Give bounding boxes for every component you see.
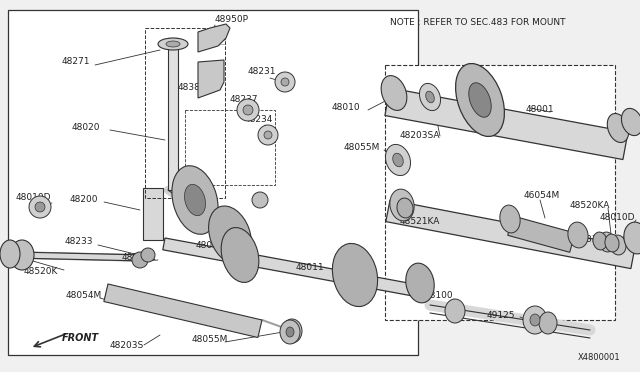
Ellipse shape <box>35 202 45 212</box>
Ellipse shape <box>243 105 253 115</box>
Ellipse shape <box>593 232 607 250</box>
Ellipse shape <box>172 166 218 234</box>
Text: 48950P: 48950P <box>215 16 249 25</box>
Text: 48055M: 48055M <box>192 336 228 344</box>
Polygon shape <box>104 284 262 337</box>
Polygon shape <box>163 238 430 299</box>
Text: 48520K: 48520K <box>24 267 58 276</box>
Bar <box>185 110 275 185</box>
Text: 48233: 48233 <box>570 235 598 244</box>
Ellipse shape <box>605 234 619 252</box>
Polygon shape <box>386 200 635 269</box>
Ellipse shape <box>500 205 520 233</box>
Ellipse shape <box>624 222 640 254</box>
Ellipse shape <box>381 76 407 110</box>
Text: 48521K: 48521K <box>122 253 156 263</box>
Text: 48010D: 48010D <box>600 214 636 222</box>
Text: 48200: 48200 <box>70 196 99 205</box>
Ellipse shape <box>158 38 188 50</box>
Polygon shape <box>508 216 575 252</box>
Ellipse shape <box>419 83 440 110</box>
Ellipse shape <box>397 198 413 218</box>
Text: 48020: 48020 <box>72 124 100 132</box>
Ellipse shape <box>468 83 492 117</box>
Text: 48010A: 48010A <box>196 241 231 250</box>
Ellipse shape <box>221 228 259 282</box>
Text: 48233: 48233 <box>65 237 93 247</box>
Bar <box>145 28 225 198</box>
Ellipse shape <box>184 185 205 216</box>
Ellipse shape <box>0 240 20 268</box>
Ellipse shape <box>530 314 540 326</box>
Text: 48521KA: 48521KA <box>400 218 440 227</box>
Ellipse shape <box>280 320 300 344</box>
Ellipse shape <box>621 108 640 135</box>
Text: 48203S: 48203S <box>110 340 144 350</box>
Ellipse shape <box>264 131 272 139</box>
Text: 48231: 48231 <box>248 67 276 77</box>
Polygon shape <box>168 38 178 190</box>
Ellipse shape <box>141 248 155 262</box>
FancyBboxPatch shape <box>8 10 418 355</box>
Text: 48203SA: 48203SA <box>400 131 440 140</box>
Ellipse shape <box>385 144 410 176</box>
Text: 48010: 48010 <box>332 103 360 112</box>
Text: 48010D: 48010D <box>16 193 51 202</box>
Ellipse shape <box>29 196 51 218</box>
Text: 48055M: 48055M <box>344 144 380 153</box>
Ellipse shape <box>456 64 504 137</box>
Text: 46054M: 46054M <box>524 192 560 201</box>
Text: 48271: 48271 <box>62 58 90 67</box>
Ellipse shape <box>539 312 557 334</box>
Ellipse shape <box>132 252 148 268</box>
Ellipse shape <box>523 306 547 334</box>
Text: 48011: 48011 <box>296 263 324 273</box>
Ellipse shape <box>252 192 268 208</box>
Ellipse shape <box>610 235 626 255</box>
Ellipse shape <box>275 72 295 92</box>
Ellipse shape <box>607 113 628 142</box>
Ellipse shape <box>426 91 435 103</box>
Text: 48520KA: 48520KA <box>570 201 611 209</box>
Polygon shape <box>198 60 224 98</box>
FancyBboxPatch shape <box>385 65 615 320</box>
Text: 48237: 48237 <box>230 96 259 105</box>
Text: 48001: 48001 <box>526 106 555 115</box>
Ellipse shape <box>390 189 414 221</box>
Ellipse shape <box>445 299 465 323</box>
Text: 48054M: 48054M <box>66 292 102 301</box>
Polygon shape <box>15 252 145 261</box>
Ellipse shape <box>237 99 259 121</box>
Ellipse shape <box>599 232 615 252</box>
Ellipse shape <box>406 263 434 303</box>
Ellipse shape <box>286 327 294 337</box>
Text: 49125: 49125 <box>487 311 515 320</box>
Ellipse shape <box>209 206 252 264</box>
Text: 48383M: 48383M <box>178 83 214 93</box>
Text: 48234: 48234 <box>245 115 273 125</box>
Ellipse shape <box>10 240 34 270</box>
Text: FRONT: FRONT <box>62 333 99 343</box>
Polygon shape <box>385 88 628 160</box>
Text: 48100: 48100 <box>425 292 454 301</box>
Polygon shape <box>143 188 163 240</box>
Polygon shape <box>198 24 230 52</box>
Text: X4800001: X4800001 <box>577 353 620 362</box>
Text: NOTE : REFER TO SEC.483 FOR MOUNT: NOTE : REFER TO SEC.483 FOR MOUNT <box>390 18 566 27</box>
Ellipse shape <box>332 243 378 307</box>
Ellipse shape <box>166 41 180 47</box>
Ellipse shape <box>258 125 278 145</box>
Ellipse shape <box>282 319 302 343</box>
Ellipse shape <box>393 153 403 167</box>
Ellipse shape <box>568 222 588 248</box>
Ellipse shape <box>281 78 289 86</box>
